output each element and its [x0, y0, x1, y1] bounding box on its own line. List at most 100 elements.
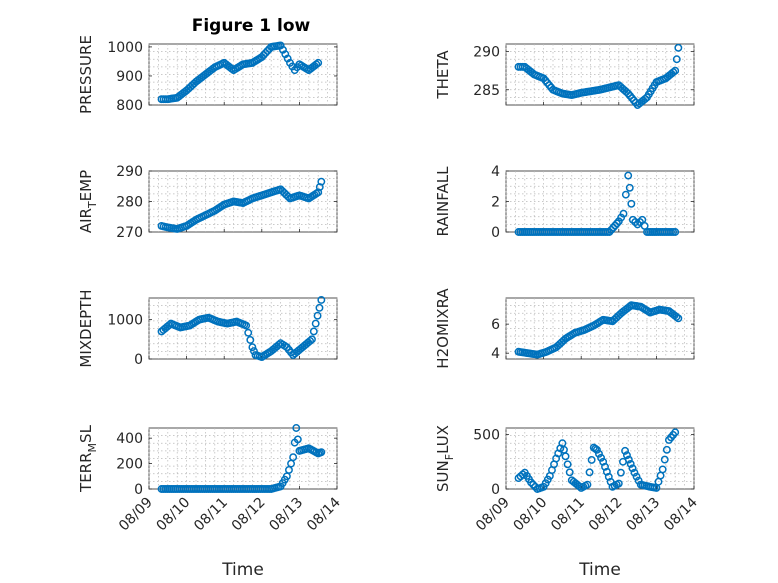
data-point [313, 311, 322, 320]
x-tick-label: 08/11 [191, 495, 231, 535]
data-point [165, 321, 174, 330]
data-point [309, 327, 318, 336]
data-point [674, 43, 683, 52]
data-point [317, 296, 326, 304]
data-point [634, 476, 643, 485]
x-tick-label: 08/10 [154, 495, 194, 535]
subplot-4: 0 2 4 RAINFALL [434, 164, 695, 241]
data-point [614, 479, 623, 488]
x-axis-label: Time [578, 560, 621, 580]
data-point [632, 472, 641, 481]
data-point [662, 445, 671, 454]
data-point [583, 480, 592, 489]
subplot-1: 800 900 1000 PRESSURE [77, 35, 338, 114]
data-point [641, 94, 650, 103]
y-axis-label: PRESSURE [77, 35, 95, 114]
data-point [597, 453, 605, 462]
y-tick-label: 290 [116, 164, 143, 180]
data-point [312, 60, 321, 69]
data-point [306, 336, 315, 345]
data-point [619, 209, 628, 218]
subplot-5: 0 1000 MIXDEPTH [77, 289, 338, 368]
data-point [248, 343, 257, 352]
y-tick-label: 4 [491, 346, 500, 362]
subplot-2: 285 290 THETA [434, 43, 695, 109]
data-point [293, 435, 302, 444]
figure-title: Figure 1 low [192, 16, 311, 36]
data-point [565, 468, 574, 477]
y-tick-label: 4 [491, 164, 500, 180]
x-tick-label: 08/12 [586, 495, 626, 535]
x-tick-label: 08/09 [473, 495, 513, 535]
x-tick-label: 08/11 [548, 495, 588, 535]
y-tick-label: 800 [116, 98, 143, 114]
x-tick-label: 08/12 [229, 495, 269, 535]
y-tick-label: 280 [116, 195, 143, 211]
y-tick-label: 270 [116, 225, 143, 241]
data-point [585, 468, 594, 477]
y-tick-label: 500 [473, 428, 500, 444]
data-point [672, 312, 681, 321]
data-point [244, 328, 253, 337]
data-point [242, 321, 251, 330]
x-tick-label: 08/09 [116, 495, 156, 535]
data-point [669, 68, 678, 77]
y-axis-label: SUNFLUX [434, 425, 456, 492]
y-tick-label: 1000 [107, 313, 143, 329]
x-tick-label: 08/13 [266, 495, 306, 535]
data-point [317, 177, 326, 186]
y-tick-label: 0 [491, 482, 500, 498]
data-point [616, 468, 625, 477]
data-point [660, 455, 669, 464]
data-point [592, 445, 601, 454]
data-point [307, 335, 316, 344]
data-point [518, 470, 527, 479]
y-tick-label: 1000 [107, 40, 143, 56]
data-point [612, 219, 621, 228]
y-tick-label: 6 [491, 317, 500, 333]
data-point [246, 336, 255, 344]
y-tick-label: 200 [116, 457, 143, 473]
y-tick-label: 2 [491, 195, 500, 211]
data-point [314, 58, 323, 67]
y-axis-label: MIXDEPTH [77, 289, 95, 367]
x-tick-label: 08/14 [304, 494, 344, 534]
data-point [315, 303, 324, 312]
y-axis-label: AIRTEMP [77, 170, 99, 233]
y-tick-label: 400 [116, 431, 143, 447]
y-axis-label: RAINFALL [434, 166, 452, 237]
data-point [292, 424, 301, 432]
y-tick-label: 285 [473, 83, 500, 99]
data-point [626, 459, 635, 468]
data-point [529, 480, 538, 489]
data-point [621, 190, 630, 199]
data-point [527, 478, 536, 487]
data-point [563, 460, 572, 469]
data-point [671, 66, 680, 75]
y-tick-label: 900 [116, 69, 143, 85]
y-axis-label: THETA [434, 50, 452, 100]
data-point [289, 453, 298, 462]
data-point [587, 456, 596, 464]
x-tick-label: 08/14 [661, 494, 701, 534]
data-point [595, 449, 603, 458]
data-point [624, 455, 633, 464]
data-point [627, 199, 636, 208]
y-axis-label: H2OMIXRA [434, 288, 452, 369]
data-point [317, 448, 326, 457]
data-point [621, 446, 630, 455]
y-axis-label: TERRMSL [77, 424, 99, 493]
data-point [561, 452, 570, 461]
data-point [311, 319, 320, 328]
subplot-6: 4 6 H2OMIXRA [434, 288, 695, 369]
data-point [671, 228, 680, 236]
y-tick-label: 0 [134, 482, 143, 498]
data-point [622, 451, 631, 460]
data-point [671, 428, 680, 437]
data-point [658, 465, 667, 474]
data-point [630, 468, 639, 477]
data-point [625, 183, 634, 192]
